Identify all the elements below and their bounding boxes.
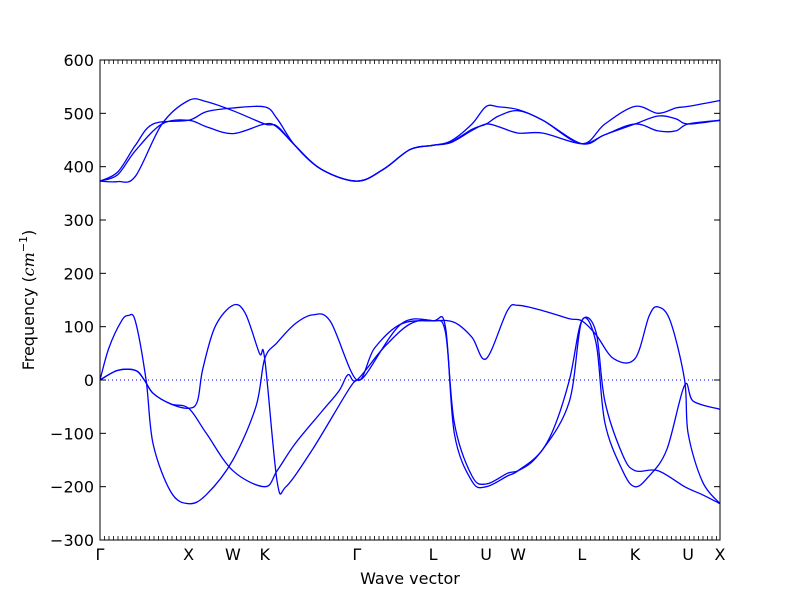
y-tick-label: 0	[84, 371, 94, 390]
x-tick-label: K	[630, 545, 641, 564]
y-tick-label: −300	[50, 531, 94, 550]
phonon-branch-6	[99, 316, 721, 505]
y-tick-label: −200	[50, 478, 94, 497]
phonon-branch-5	[99, 303, 721, 495]
y-tick-label: 500	[63, 104, 94, 123]
x-tick-label: U	[682, 545, 694, 564]
x-tick-label: L	[429, 545, 438, 564]
x-tick-label: U	[480, 545, 492, 564]
y-axis-title-open-paren: (	[19, 276, 38, 287]
x-tick-label: L	[577, 545, 586, 564]
y-tick-label: 600	[63, 51, 94, 70]
plot-frame	[99, 59, 721, 541]
y-tick-label: 300	[63, 211, 94, 230]
x-tick-label: W	[225, 545, 241, 564]
y-tick-label: 200	[63, 264, 94, 283]
y-axis-title: Frequency (cm−1)	[17, 230, 38, 371]
phonon-branch-3	[99, 109, 721, 182]
y-axis-unit-exponent: −1	[17, 236, 30, 252]
y-axis-ticks: −300 −200 −100 0 100 200 300 400 500 600	[50, 51, 720, 550]
y-axis-title-close-paren: )	[19, 230, 38, 236]
x-axis-title: Wave vector	[360, 569, 460, 588]
x-tick-label: Γ	[352, 545, 361, 564]
y-axis-unit: cm	[19, 252, 38, 276]
series-layer	[99, 98, 721, 505]
x-tick-label: K	[259, 545, 270, 564]
y-tick-label: −100	[50, 424, 94, 443]
y-tick-label: 100	[63, 318, 94, 337]
x-tick-label: Γ	[96, 545, 105, 564]
y-axis-title-text: Frequency	[19, 288, 38, 371]
x-tick-label: X	[715, 545, 726, 564]
x-tick-label: X	[183, 545, 194, 564]
y-tick-label: 400	[63, 158, 94, 177]
x-tick-label: W	[510, 545, 526, 564]
